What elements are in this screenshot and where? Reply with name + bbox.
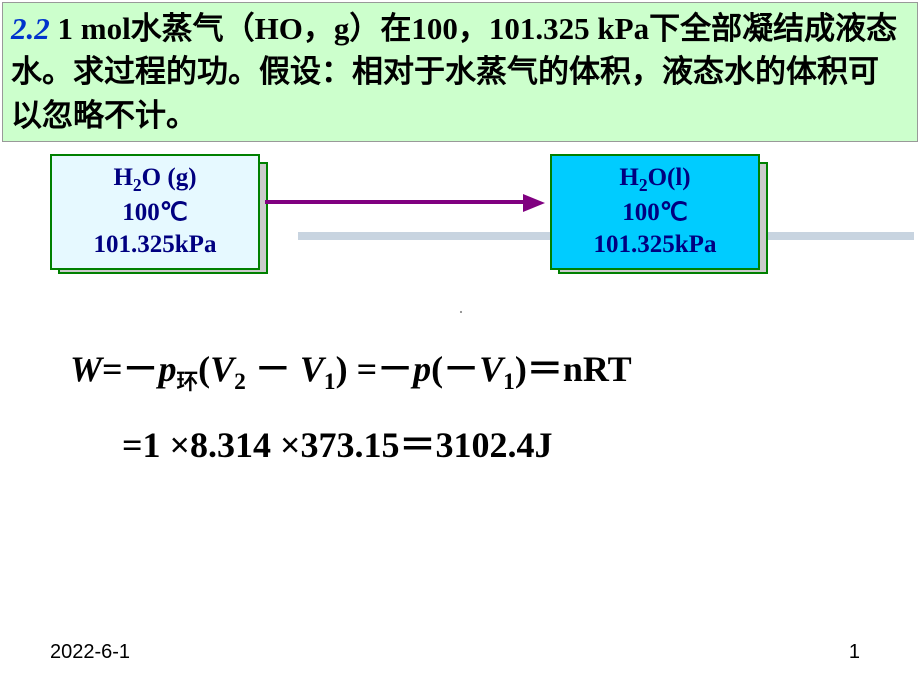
initial-state-box: H2O (g) 100℃ 101.325kPa	[50, 154, 260, 270]
center-marker: ·	[458, 302, 464, 323]
problem-text: 1 mol水蒸气（HO，g）在100，101.325 kPa下全部凝结成液态水。…	[11, 11, 897, 133]
problem-statement: 2.2 1 mol水蒸气（HO，g）在100，101.325 kPa下全部凝结成…	[2, 2, 918, 142]
initial-temp: 100℃	[56, 197, 254, 230]
arrow-line	[265, 200, 525, 204]
footer-date: 2022-6-1	[50, 641, 130, 664]
arrow-head	[523, 194, 545, 212]
equation-line-1: W=－p环(V2 － V1) =－p(－V1)＝nRT	[70, 332, 920, 408]
initial-pressure: 101.325kPa	[56, 229, 254, 262]
final-temp: 100℃	[556, 197, 754, 230]
final-pressure: 101.325kPa	[556, 229, 754, 262]
equation-line-2: =1 ×8.314 ×373.15＝3102.4J	[122, 408, 920, 484]
equation-block: W=－p环(V2 － V1) =－p(－V1)＝nRT =1 ×8.314 ×3…	[70, 332, 920, 483]
final-formula: H2O(l)	[556, 162, 754, 197]
initial-formula: H2O (g)	[56, 162, 254, 197]
problem-number: 2.2	[11, 11, 50, 46]
footer-page-number: 1	[849, 641, 860, 664]
process-arrow	[265, 194, 545, 214]
final-state-box: H2O(l) 100℃ 101.325kPa	[550, 154, 760, 270]
state-diagram: H2O (g) 100℃ 101.325kPa H2O(l) 100℃ 101.…	[0, 154, 920, 304]
